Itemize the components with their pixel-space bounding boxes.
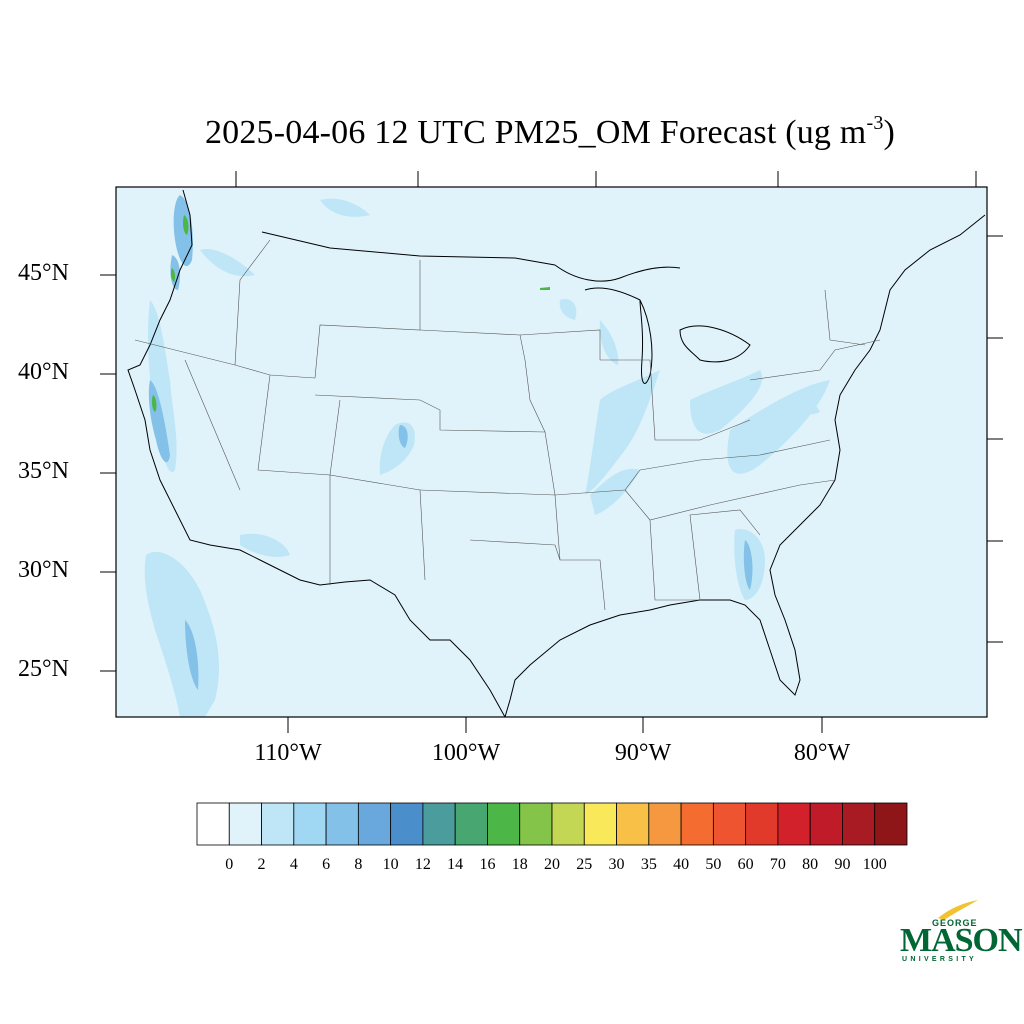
colorbar-swatch: [745, 802, 779, 846]
colorbar-swatch: [874, 802, 908, 846]
colorbar-swatch: [616, 802, 650, 846]
right-ticks: [987, 235, 1003, 643]
logo-university-text: UNIVERSITY: [902, 956, 978, 963]
colorbar-swatch: [842, 802, 876, 846]
colorbar-label: 16: [479, 856, 496, 873]
colorbar-swatch: [357, 802, 392, 846]
colorbar-swatch: [648, 802, 682, 846]
colorbar-swatch: [519, 802, 553, 846]
colorbar-label: 60: [737, 856, 754, 873]
colorbar-swatch: [712, 802, 747, 846]
colorbar-swatch: [228, 802, 262, 846]
left-ticks: [100, 274, 116, 672]
colorbar-swatch: [293, 802, 327, 846]
lat-label-25: 25°N: [18, 656, 69, 682]
colorbar-label: 18: [511, 856, 528, 873]
colorbar-label: 20: [544, 856, 560, 873]
colorbar-label: 80: [802, 856, 819, 873]
gmu-logo: GEORGE MASON UNIVERSITY: [898, 898, 1023, 968]
colorbar-swatch: [261, 802, 295, 846]
concentration-shading-high: [151, 215, 550, 412]
country-borders: [127, 189, 986, 718]
colorbar-label: 2: [257, 856, 266, 873]
lat-label-40: 40°N: [18, 359, 69, 385]
colorbar-label: 4: [289, 856, 298, 873]
lat-label-35: 35°N: [18, 458, 69, 484]
colorbar-swatch: [390, 802, 424, 846]
bottom-ticks: [287, 717, 823, 733]
colorbar-swatch: [196, 802, 230, 846]
colorbar-swatch: [583, 802, 617, 846]
lon-label-80: 80°W: [793, 740, 851, 766]
colorbar-swatch: [454, 802, 488, 846]
colorbar-swatch: [422, 802, 456, 846]
lon-label-110: 110°W: [254, 740, 322, 766]
logo-mason-text: MASON: [900, 922, 1023, 959]
colorbar-label: 10: [382, 856, 399, 873]
colorbar-label: 0: [225, 856, 234, 873]
colorbar: [196, 802, 908, 846]
state-borders: [134, 239, 881, 611]
colorbar-swatch: [809, 802, 843, 846]
title-exponent: -3: [866, 112, 884, 134]
colorbar-label: 50: [705, 856, 722, 873]
lon-label-90: 90°W: [614, 740, 672, 766]
colorbar-label: 12: [414, 856, 431, 873]
colorbar-swatch: [777, 802, 811, 846]
colorbar-label: 25: [576, 856, 593, 873]
colorbar-label: 40: [673, 856, 690, 873]
colorbar-label: 30: [608, 856, 625, 873]
colorbar-swatch: [325, 802, 359, 846]
colorbar-label: 8: [354, 856, 363, 873]
colorbar-swatch: [551, 802, 585, 846]
colorbar-label: 100: [862, 856, 887, 873]
lat-label-45: 45°N: [18, 260, 69, 286]
map-background: [116, 187, 987, 717]
colorbar-label: 14: [447, 856, 464, 873]
top-ticks: [235, 171, 977, 187]
colorbar-swatch: [680, 802, 714, 846]
logo-george-text: GEORGE: [932, 918, 978, 928]
colorbar-swatch: [487, 802, 521, 846]
colorbar-label: 35: [640, 856, 657, 873]
map-frame: [115, 186, 988, 718]
logo-swoosh-icon: [938, 900, 978, 920]
lat-label-30: 30°N: [18, 557, 69, 583]
colorbar-label: 70: [769, 856, 786, 873]
colorbar-label: 6: [322, 856, 331, 873]
colorbar-label: 90: [834, 856, 851, 873]
map-title: 2025-04-06 12 UTC PM25_OM Forecast (ug m…: [204, 112, 896, 151]
lon-label-100: 100°W: [431, 740, 501, 766]
